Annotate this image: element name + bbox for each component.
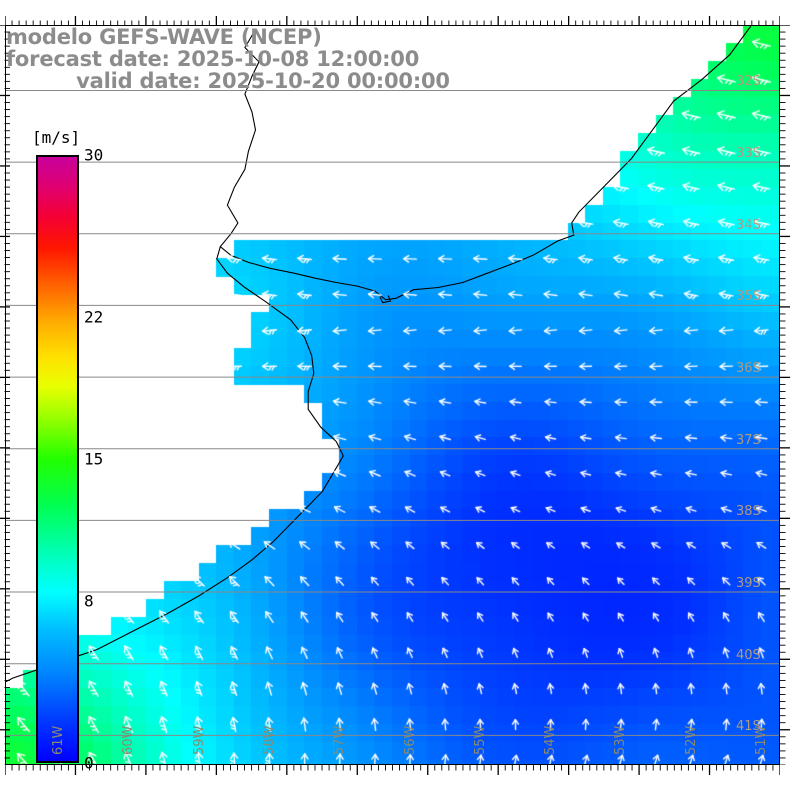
- colorbar-tick-30: 30: [84, 145, 104, 165]
- longitude-label-58W: 58W: [261, 725, 277, 755]
- latitude-label-39S: 39S: [736, 576, 761, 592]
- latitude-label-37S: 37S: [736, 432, 761, 448]
- longitude-label-60W: 60W: [121, 725, 137, 755]
- longitude-label-61W: 61W: [51, 725, 67, 755]
- right-tick-ruler: [780, 25, 790, 765]
- title-forecast-date: forecast date: 2025-10-08 12:00:00: [6, 47, 420, 72]
- title-block: modelo GEFS-WAVE (NCEP) forecast date: 2…: [0, 26, 520, 92]
- left-tick-ruler: [0, 25, 10, 765]
- colorbar-unit-label: [m/s]: [32, 128, 81, 147]
- latitude-label-33S: 33S: [736, 146, 761, 162]
- colorbar-tick-0: 0: [84, 753, 94, 773]
- wind-direction-arrows: [6, 26, 779, 764]
- longitude-label-54W: 54W: [543, 725, 559, 755]
- longitude-label-55W: 55W: [472, 725, 488, 755]
- latitude-label-38S: 38S: [736, 504, 761, 520]
- map-plot-area[interactable]: [5, 25, 780, 765]
- top-tick-ruler: [5, 16, 780, 26]
- latitude-label-40S: 40S: [736, 647, 761, 663]
- latitude-label-36S: 36S: [736, 361, 761, 377]
- title-model: modelo GEFS-WAVE (NCEP): [6, 25, 322, 49]
- colorbar-tick-8: 8: [84, 591, 94, 611]
- colorbar-tick-15: 15: [84, 449, 104, 469]
- latitude-label-34S: 34S: [736, 217, 761, 233]
- latitude-label-32S: 32S: [736, 74, 761, 90]
- longitude-label-57W: 57W: [332, 725, 348, 755]
- title-valid-date: valid date: 2025-10-20 00:00:00: [76, 69, 450, 94]
- longitude-label-59W: 59W: [191, 725, 207, 755]
- latitude-label-41S: 41S: [736, 719, 761, 735]
- colorbar-gradient: [36, 155, 79, 763]
- longitude-label-56W: 56W: [402, 725, 418, 755]
- longitude-label-53W: 53W: [613, 725, 629, 755]
- longitude-label-52W: 52W: [683, 725, 699, 755]
- latitude-label-35S: 35S: [736, 289, 761, 305]
- colorbar-tick-22: 22: [84, 307, 104, 327]
- bottom-tick-ruler: [5, 765, 780, 775]
